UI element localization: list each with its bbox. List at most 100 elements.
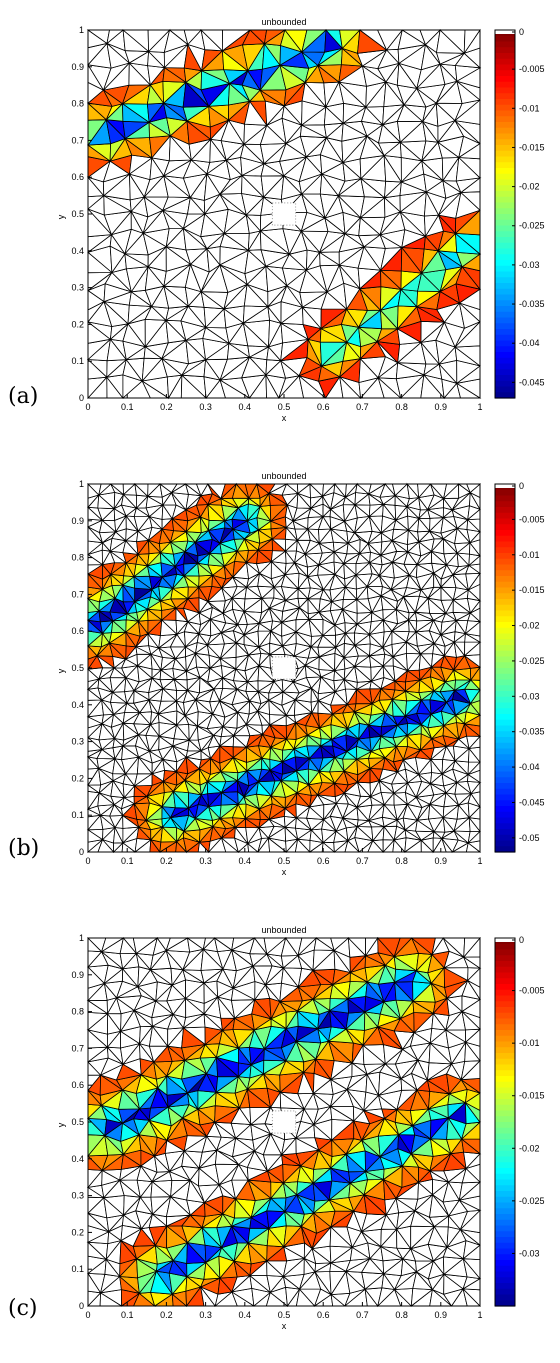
colorbar-tick-label: -0.015 [519, 1091, 545, 1101]
colorbar-step [495, 70, 515, 77]
colorbar-step [495, 110, 515, 117]
colorbar-tick-label: -0.04 [519, 762, 540, 772]
colorbar-tick-label: -0.02 [519, 1143, 540, 1153]
colorbar-step [495, 645, 515, 652]
x-tick-label: 0.4 [239, 402, 252, 412]
colorbar-step [495, 558, 515, 566]
x-tick-label: 0.3 [199, 856, 212, 866]
y-tick-label: 0.5 [71, 663, 84, 673]
colorbar-tick-label: -0.035 [519, 727, 545, 737]
x-tick-label: 0 [85, 402, 90, 412]
colorbar: 0 -0.005 -0.01 -0.015 -0.02 -0.025 -0.03 -0.035… [494, 27, 545, 399]
colorbar-step [495, 1202, 515, 1209]
colorbar-step [495, 748, 515, 755]
colorbar-step [495, 386, 515, 393]
y-tick-label: 0.1 [71, 1264, 84, 1274]
colorbar-step [495, 99, 515, 106]
colorbar-step [495, 656, 515, 663]
x-tick-label: 0.2 [160, 856, 173, 866]
y-tick-label: 0.7 [71, 589, 84, 599]
x-tick-label: 0.8 [395, 856, 408, 866]
inclusion-square [271, 656, 297, 680]
colorbar-step [495, 311, 515, 319]
x-tick-label: 0.3 [199, 402, 212, 412]
x-tick-label: 0.5 [278, 856, 291, 866]
colorbar-step [495, 1185, 515, 1192]
colorbar-zero-cap [495, 484, 515, 488]
colorbar-step [495, 1277, 515, 1284]
colorbar-step [495, 961, 515, 968]
colorbar-step [495, 1168, 515, 1175]
colorbar-step [495, 122, 515, 129]
colorbar-step [495, 530, 515, 537]
y-tick-label: 0.9 [71, 62, 84, 72]
y-tick-label: 0.9 [71, 516, 84, 526]
x-tick-label: 0 [85, 856, 90, 866]
colorbar-step [495, 1139, 515, 1146]
y-tick-label: 0.2 [71, 319, 84, 329]
colorbar-step [495, 943, 515, 951]
colorbar-step [495, 1225, 515, 1232]
colorbar-step [495, 173, 515, 181]
y-axis-label: y [56, 668, 66, 673]
x-axis-label: x [282, 1321, 287, 1331]
colorbar-step [495, 1104, 515, 1112]
colorbar-tick-label: -0.015 [519, 585, 545, 595]
colorbar-step [495, 1300, 515, 1307]
colorbar-step [495, 1237, 515, 1244]
colorbar-step [495, 995, 515, 1002]
colorbar-step [495, 156, 515, 163]
colorbar-step [495, 168, 515, 175]
panel-label: (c) [8, 1296, 38, 1321]
colorbar-step [495, 1116, 515, 1123]
colorbar-step [495, 564, 515, 571]
colorbar-step [495, 524, 515, 531]
colorbar-step [495, 133, 515, 140]
y-tick-label: 0 [79, 1301, 84, 1311]
colorbar-step [495, 329, 515, 336]
colorbar-step [495, 742, 515, 750]
colorbar-step [495, 288, 515, 296]
colorbar-step [495, 1110, 515, 1117]
colorbar-step [495, 737, 515, 744]
colorbar-step [495, 1288, 515, 1296]
colorbar-step [495, 1248, 515, 1255]
mesh-group [86, 482, 482, 854]
colorbar-step [495, 604, 515, 612]
colorbar-tick-label: -0.03 [519, 260, 540, 270]
x-tick-label: 0.7 [356, 856, 369, 866]
colorbar-step [495, 512, 515, 520]
colorbar-step [495, 593, 515, 600]
colorbar-tick-label: 0 [519, 481, 524, 491]
colorbar-step [495, 317, 515, 324]
colorbar-step [495, 380, 515, 388]
y-axis-label: y [56, 1122, 66, 1127]
x-tick-label: 0.6 [317, 1310, 330, 1320]
colorbar-step [495, 811, 515, 819]
colorbar-step [495, 1122, 515, 1129]
colorbar-tick-label: -0.025 [519, 221, 545, 231]
y-tick-label: 0.5 [71, 1117, 84, 1127]
colorbar-step [495, 87, 515, 94]
colorbar-step [495, 587, 515, 594]
colorbar-step [495, 352, 515, 359]
colorbar-step [495, 248, 515, 255]
colorbar-step [495, 662, 515, 669]
colorbar-step [495, 754, 515, 761]
colorbar-step [495, 622, 515, 629]
colorbar-step [495, 823, 515, 830]
x-tick-label: 0.1 [121, 402, 134, 412]
x-tick-label: 0.9 [435, 1310, 448, 1320]
colorbar-step [495, 627, 515, 635]
colorbar-step [495, 1041, 515, 1048]
colorbar-step [495, 760, 515, 767]
colorbar-step [495, 1087, 515, 1094]
colorbar-step [495, 1260, 515, 1267]
colorbar-step [495, 1150, 515, 1158]
colorbar-step [495, 714, 515, 721]
colorbar-step [495, 1242, 515, 1250]
colorbar-tick-label: -0.045 [519, 797, 545, 807]
y-tick-label: 0.4 [71, 700, 84, 710]
colorbar-step [495, 323, 515, 330]
